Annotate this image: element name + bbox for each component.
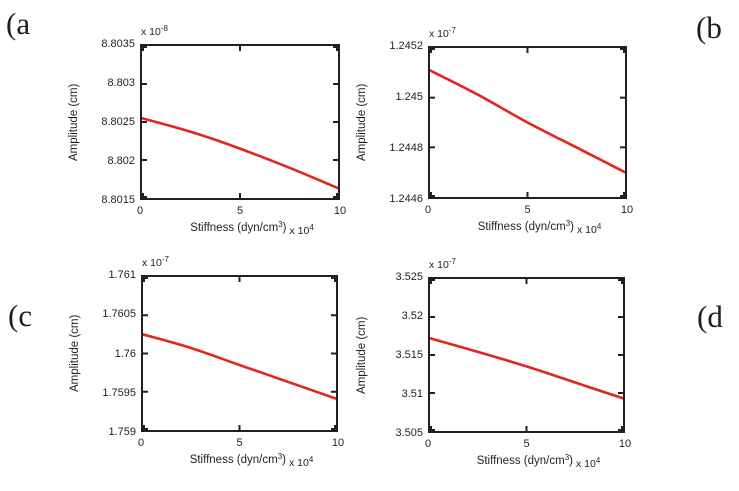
x-axis-tick-label: 10: [618, 438, 632, 450]
y-exponent-base: x 10: [429, 259, 449, 271]
x-axis-label: Stiffness (dyn/cm3): [190, 220, 287, 236]
y-exponent-label: x 10-7: [429, 257, 456, 272]
y-axis-tick-label: 1.761: [108, 269, 136, 281]
x-axis-label-main: Stiffness (dyn/cm: [190, 222, 279, 234]
y-exponent-base: x 10: [141, 26, 161, 38]
y-axis-label: Amplitude (cm): [69, 314, 81, 393]
x-axis-label: Stiffness (dyn/cm3): [476, 453, 573, 469]
y-axis-label: Amplitude (cm): [356, 83, 368, 162]
y-axis-tick-label: 8.8025: [101, 116, 135, 128]
amplitude-curve-a: [142, 116, 338, 190]
x-multiplier-label: x 104: [576, 222, 602, 238]
x-axis-tick-label: 5: [524, 204, 531, 216]
amplitude-curve-d: [430, 337, 623, 400]
y-axis-tick-label: 3.51: [401, 388, 423, 400]
x-axis-tick-label: 5: [236, 205, 244, 217]
plot-box-d: [428, 277, 625, 433]
y-axis-label: Amplitude (cm): [356, 316, 368, 394]
y-exponent-base: x 10: [429, 28, 449, 40]
y-exponent-sup: -7: [161, 255, 169, 264]
y-axis-tick-label: 8.803: [107, 77, 135, 89]
y-axis-tick-label: 8.8015: [101, 194, 135, 206]
y-exponent-sup: -8: [160, 24, 168, 33]
plot-box-c: [141, 275, 338, 432]
y-exponent-sup: -7: [448, 257, 456, 266]
x-axis-label-close: ): [569, 455, 573, 467]
y-exponent-base: x 10: [142, 257, 162, 269]
plot-area-a: [142, 46, 338, 198]
y-axis-tick-label: 1.7605: [102, 308, 136, 321]
x-multiplier-sup: 4: [309, 223, 314, 232]
x-axis-tick-label: 10: [620, 204, 634, 216]
y-axis-tick-label: 8.802: [107, 155, 135, 167]
panel-label-b: (b: [696, 10, 722, 45]
x-axis-label-main: Stiffness (dyn/cm: [477, 221, 566, 233]
x-axis-label-main: Stiffness (dyn/cm: [476, 455, 565, 467]
x-multiplier-label: x 104: [289, 223, 314, 239]
x-axis-label-close: ): [282, 222, 287, 234]
x-axis-label-group: Stiffness (dyn/cm3) x 104: [153, 452, 350, 471]
x-axis-label-close: ): [282, 454, 286, 466]
x-axis-label-sup: 3: [564, 453, 570, 462]
x-axis-label-group: Stiffness (dyn/cm3) x 104: [440, 453, 637, 472]
y-axis-tick-label: 1.759: [108, 426, 136, 438]
plot-area-b: [430, 48, 625, 197]
x-multiplier-sup: 4: [308, 455, 314, 464]
x-multiplier-base: x 10: [576, 224, 597, 236]
x-axis-label-group: Stiffness (dyn/cm3) x 104: [440, 219, 639, 238]
x-axis-label-sup: 3: [277, 452, 283, 461]
x-multiplier-base: x 10: [289, 225, 310, 237]
x-axis-label-group: Stiffness (dyn/cm3) x 104: [152, 220, 352, 239]
x-axis-label-sup: 3: [565, 219, 571, 228]
x-axis-tick-label: 10: [331, 437, 345, 449]
y-exponent-label: x 10-7: [429, 26, 456, 41]
x-axis-label-sup: 3: [278, 220, 283, 229]
y-exponent-label: x 10-8: [141, 24, 168, 39]
x-axis-tick-label: 5: [523, 438, 530, 450]
y-axis-tick-label: 1.2452: [389, 40, 423, 52]
y-axis-tick-label: 1.7595: [102, 386, 136, 399]
x-axis-tick-label: 0: [424, 204, 432, 216]
amplitude-curve-c: [143, 333, 336, 400]
y-axis-tick-label: 1.76: [114, 347, 136, 360]
y-axis-tick-label: 3.525: [395, 271, 423, 283]
x-multiplier-label: x 104: [575, 456, 601, 472]
x-axis-tick-label: 0: [137, 437, 145, 449]
x-multiplier-sup: 4: [595, 456, 601, 465]
y-axis-tick-label: 1.2446: [389, 193, 423, 205]
y-axis-tick-label: 3.52: [401, 310, 423, 322]
y-axis-tick-label: 3.515: [395, 349, 423, 361]
y-exponent-sup: -7: [448, 26, 456, 35]
plot-area-c: [143, 277, 336, 430]
panel-label-c: (c: [8, 298, 33, 333]
panel-label-a: (a: [6, 6, 31, 41]
y-axis-label: Amplitude (cm): [68, 83, 80, 161]
x-multiplier-label: x 104: [288, 455, 314, 471]
y-axis-tick-label: 8.8035: [101, 38, 135, 50]
plot-area-d: [430, 279, 623, 431]
plot-box-a: [140, 44, 340, 200]
x-multiplier-base: x 10: [288, 457, 309, 469]
y-axis-tick-label: 1.245: [395, 91, 423, 103]
x-axis-label: Stiffness (dyn/cm3): [189, 452, 286, 468]
y-axis-tick-label: 3.505: [395, 427, 423, 439]
x-axis-tick-label: 0: [136, 205, 144, 217]
x-axis-label-main: Stiffness (dyn/cm: [189, 454, 278, 466]
x-axis-tick-label: 0: [424, 438, 432, 450]
x-axis-tick-label: 5: [236, 437, 243, 449]
amplitude-curve-b: [430, 69, 625, 174]
x-multiplier-base: x 10: [575, 458, 596, 470]
x-multiplier-sup: 4: [596, 222, 602, 231]
plot-box-b: [428, 46, 627, 199]
x-axis-tick-label: 10: [333, 205, 347, 217]
x-axis-label-close: ): [570, 221, 574, 233]
y-exponent-label: x 10-7: [142, 255, 169, 270]
x-axis-label: Stiffness (dyn/cm3): [477, 219, 574, 235]
y-axis-tick-label: 1.2448: [389, 142, 423, 154]
panel-label-d: (d: [697, 299, 723, 334]
